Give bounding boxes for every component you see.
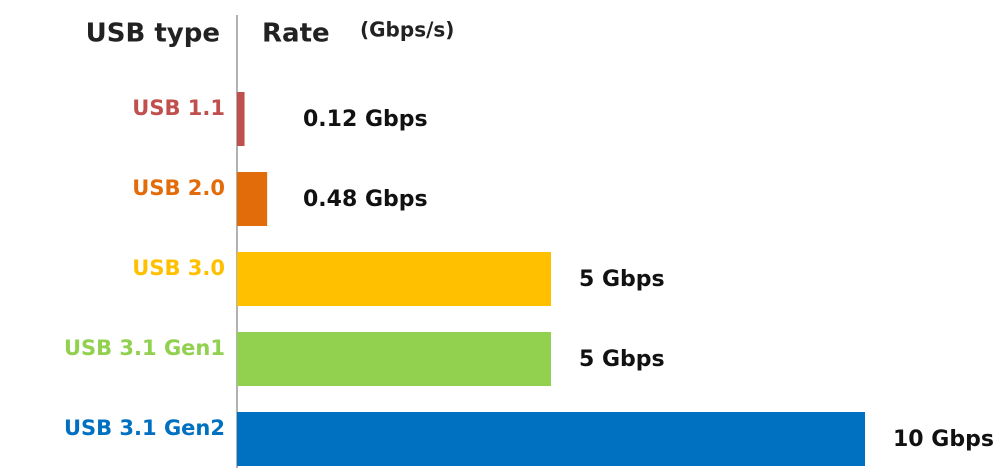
- value-label: 5 Gbps: [579, 267, 665, 292]
- unit-label: (Gbps/s): [360, 18, 454, 42]
- category-label: USB 1.1: [132, 96, 225, 120]
- bar: [237, 252, 551, 306]
- value-label: 0.48 Gbps: [303, 187, 428, 212]
- category-label: USB 3.1 Gen1: [64, 336, 225, 360]
- bar: [237, 412, 865, 466]
- value-label: 0.12 Gbps: [303, 107, 428, 132]
- category-header: USB type: [86, 19, 220, 49]
- category-label: USB 3.1 Gen2: [64, 416, 225, 440]
- bar: [237, 172, 268, 226]
- category-label: USB 3.0: [132, 256, 225, 280]
- value-header: Rate: [262, 19, 330, 49]
- bar: [237, 92, 245, 146]
- bar: [237, 332, 551, 386]
- value-label: 10 Gbps: [893, 427, 994, 452]
- value-label: 5 Gbps: [579, 347, 665, 372]
- category-label: USB 2.0: [132, 176, 225, 200]
